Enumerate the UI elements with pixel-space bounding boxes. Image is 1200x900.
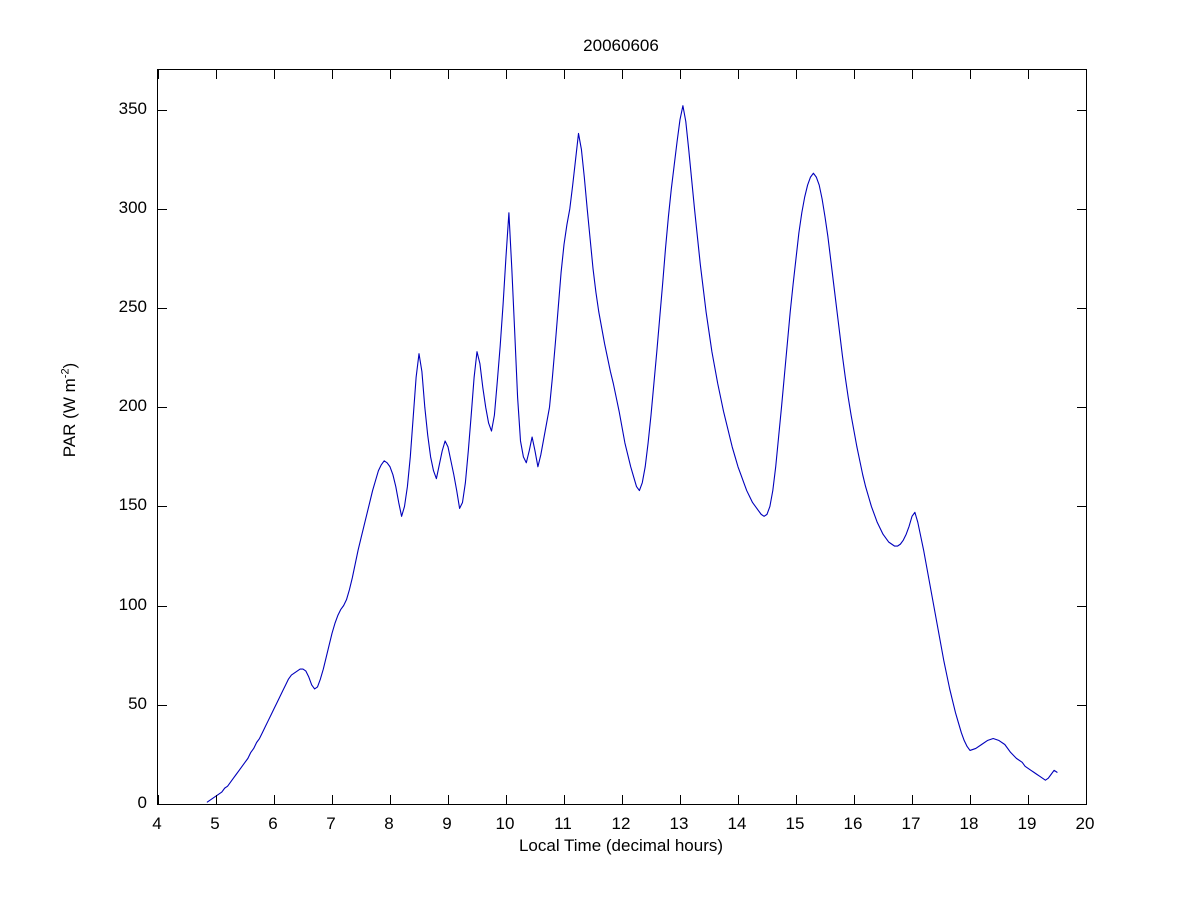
x-tick-6: [274, 795, 275, 804]
x-tick-label-16: 16: [843, 814, 863, 833]
x-tick-top-16: [854, 70, 855, 79]
x-axis-title: Local Time (decimal hours): [518, 836, 724, 855]
x-tick-4: [158, 795, 159, 804]
x-tick-16: [854, 795, 855, 804]
y-tick-label-350: 350: [118, 98, 147, 118]
y-tick-label-150: 150: [118, 495, 147, 515]
x-tick-top-5: [216, 70, 217, 79]
y-tick-label-0: 0: [137, 793, 147, 812]
y-tick-100: [158, 605, 167, 607]
x-tick-label-8: 8: [384, 814, 394, 833]
y-tick-right-350: [1077, 109, 1086, 111]
chart-title: 20060606: [583, 36, 659, 55]
x-tick-10: [506, 795, 507, 804]
y-tick-right-250: [1077, 308, 1086, 310]
y-tick-label-100: 100: [118, 594, 147, 614]
y-axis-title-exponent: -2: [59, 368, 72, 379]
x-tick-label-12: 12: [611, 814, 631, 833]
y-tick-right-200: [1077, 407, 1086, 409]
x-tick-top-13: [680, 70, 681, 79]
x-tick-8: [390, 795, 391, 804]
x-tick-17: [912, 795, 913, 804]
x-tick-label-10: 10: [495, 814, 515, 833]
x-tick-label-4: 4: [152, 814, 162, 833]
x-tick-label-7: 7: [326, 814, 336, 833]
y-tick-right-150: [1077, 506, 1086, 508]
x-tick-15: [796, 795, 797, 804]
y-axis-title-close: ): [60, 362, 79, 369]
x-tick-label-15: 15: [785, 814, 805, 833]
x-tick-11: [564, 795, 565, 804]
x-tick-20: [1086, 795, 1087, 804]
x-tick-label-14: 14: [727, 814, 747, 833]
x-tick-top-8: [390, 70, 391, 79]
x-tick-top-6: [274, 70, 275, 79]
x-tick-label-6: 6: [268, 814, 278, 833]
x-tick-9: [448, 795, 449, 804]
y-tick-350: [158, 109, 167, 111]
x-tick-14: [738, 795, 739, 804]
x-tick-label-20: 20: [1075, 814, 1095, 833]
x-tick-5: [216, 795, 217, 804]
par-series-line: [206, 105, 1058, 803]
x-tick-label-17: 17: [901, 814, 921, 833]
x-tick-top-10: [506, 70, 507, 79]
x-tick-top-20: [1086, 70, 1087, 79]
y-tick-right-50: [1077, 704, 1086, 706]
x-tick-label-11: 11: [554, 814, 572, 833]
y-tick-300: [158, 208, 167, 210]
x-tick-7: [332, 795, 333, 804]
y-tick-150: [158, 506, 167, 508]
x-tick-18: [970, 795, 971, 804]
y-tick-right-100: [1077, 605, 1086, 607]
x-tick-13: [680, 795, 681, 804]
y-tick-label-250: 250: [118, 297, 147, 317]
x-tick-label-19: 19: [1017, 814, 1037, 833]
y-tick-label-200: 200: [118, 396, 147, 416]
x-tick-top-15: [796, 70, 797, 79]
x-tick-top-19: [1028, 70, 1029, 79]
y-tick-right-0: [1077, 804, 1086, 805]
y-tick-50: [158, 704, 167, 706]
y-tick-200: [158, 407, 167, 409]
x-tick-top-12: [622, 70, 623, 79]
x-tick-top-18: [970, 70, 971, 79]
x-tick-label-5: 5: [210, 814, 220, 833]
x-tick-label-18: 18: [959, 814, 979, 833]
y-tick-right-300: [1077, 208, 1086, 210]
x-tick-top-11: [564, 70, 565, 79]
y-axis-title-base: PAR (W m: [60, 378, 79, 458]
x-tick-19: [1028, 795, 1029, 804]
x-tick-12: [622, 795, 623, 804]
x-tick-top-7: [332, 70, 333, 79]
x-tick-top-17: [912, 70, 913, 79]
y-axis-title: PAR (W m-2): [59, 310, 80, 510]
x-tick-label-13: 13: [669, 814, 689, 833]
y-tick-label-300: 300: [118, 197, 147, 217]
plot-area: [157, 69, 1087, 805]
y-tick-250: [158, 308, 167, 310]
x-tick-label-9: 9: [442, 814, 452, 833]
x-tick-top-14: [738, 70, 739, 79]
x-tick-top-9: [448, 70, 449, 79]
data-line-svg: [206, 105, 1058, 803]
y-tick-0: [158, 804, 167, 805]
y-tick-label-50: 50: [128, 693, 147, 713]
x-tick-top-4: [158, 70, 159, 79]
